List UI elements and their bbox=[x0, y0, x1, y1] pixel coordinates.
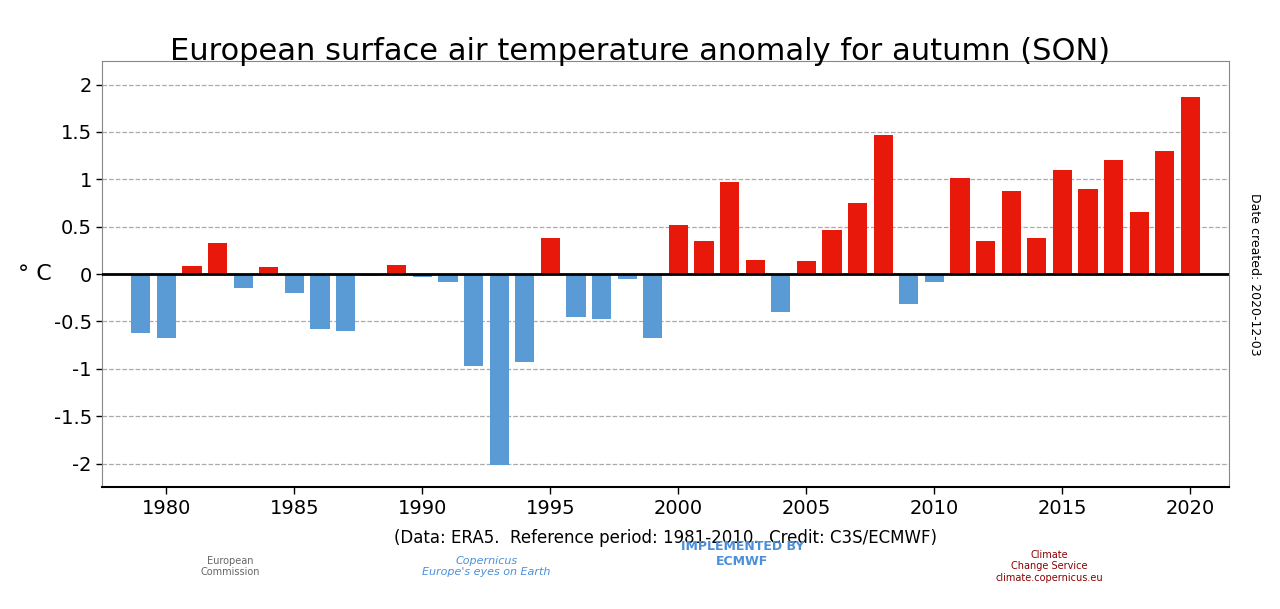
Bar bbox=[157, 274, 177, 339]
Bar bbox=[132, 274, 151, 333]
Bar bbox=[951, 178, 970, 274]
Bar bbox=[695, 241, 714, 274]
Bar bbox=[669, 225, 689, 274]
Bar bbox=[1156, 151, 1175, 274]
Bar bbox=[618, 274, 637, 279]
Bar bbox=[797, 261, 817, 274]
Bar bbox=[644, 274, 663, 339]
Y-axis label: ° C: ° C bbox=[18, 264, 51, 284]
Bar bbox=[388, 264, 407, 274]
Bar bbox=[900, 274, 919, 304]
Bar bbox=[490, 274, 509, 465]
Bar bbox=[977, 241, 996, 274]
Bar bbox=[311, 274, 330, 329]
Bar bbox=[593, 274, 612, 319]
Text: IMPLEMENTED BY
ECMWF: IMPLEMENTED BY ECMWF bbox=[681, 540, 804, 568]
Text: European
Commission: European Commission bbox=[201, 555, 260, 577]
X-axis label: (Data: ERA5.  Reference period: 1981-2010.  Credit: C3S/ECMWF): (Data: ERA5. Reference period: 1981-2010… bbox=[394, 529, 937, 547]
Bar bbox=[721, 182, 740, 274]
Bar bbox=[362, 274, 381, 276]
Bar bbox=[183, 267, 202, 274]
Bar bbox=[260, 267, 279, 274]
Bar bbox=[1002, 191, 1021, 274]
Bar bbox=[746, 260, 765, 274]
Text: Copernicus
Europe's eyes on Earth: Copernicus Europe's eyes on Earth bbox=[422, 555, 550, 577]
Bar bbox=[516, 274, 535, 362]
Bar bbox=[337, 274, 356, 331]
Bar bbox=[465, 274, 484, 366]
Bar bbox=[1028, 238, 1047, 274]
Bar bbox=[285, 274, 305, 293]
Bar bbox=[439, 274, 458, 281]
Bar bbox=[1181, 97, 1201, 274]
Bar bbox=[874, 135, 893, 274]
Bar bbox=[234, 274, 253, 288]
Bar bbox=[413, 274, 433, 277]
Bar bbox=[849, 203, 868, 274]
Bar bbox=[1105, 160, 1124, 274]
Text: Date created: 2020-12-03: Date created: 2020-12-03 bbox=[1248, 192, 1261, 356]
Text: European surface air temperature anomaly for autumn (SON): European surface air temperature anomaly… bbox=[170, 37, 1110, 66]
Bar bbox=[925, 274, 945, 281]
Bar bbox=[541, 238, 561, 274]
Bar bbox=[1079, 189, 1098, 274]
Bar bbox=[209, 243, 228, 274]
Bar bbox=[1053, 170, 1073, 274]
Bar bbox=[772, 274, 791, 312]
Bar bbox=[567, 274, 586, 317]
Bar bbox=[823, 230, 842, 274]
Text: Climate
Change Service
climate.copernicus.eu: Climate Change Service climate.copernicu… bbox=[996, 550, 1103, 583]
Bar bbox=[1130, 213, 1149, 274]
